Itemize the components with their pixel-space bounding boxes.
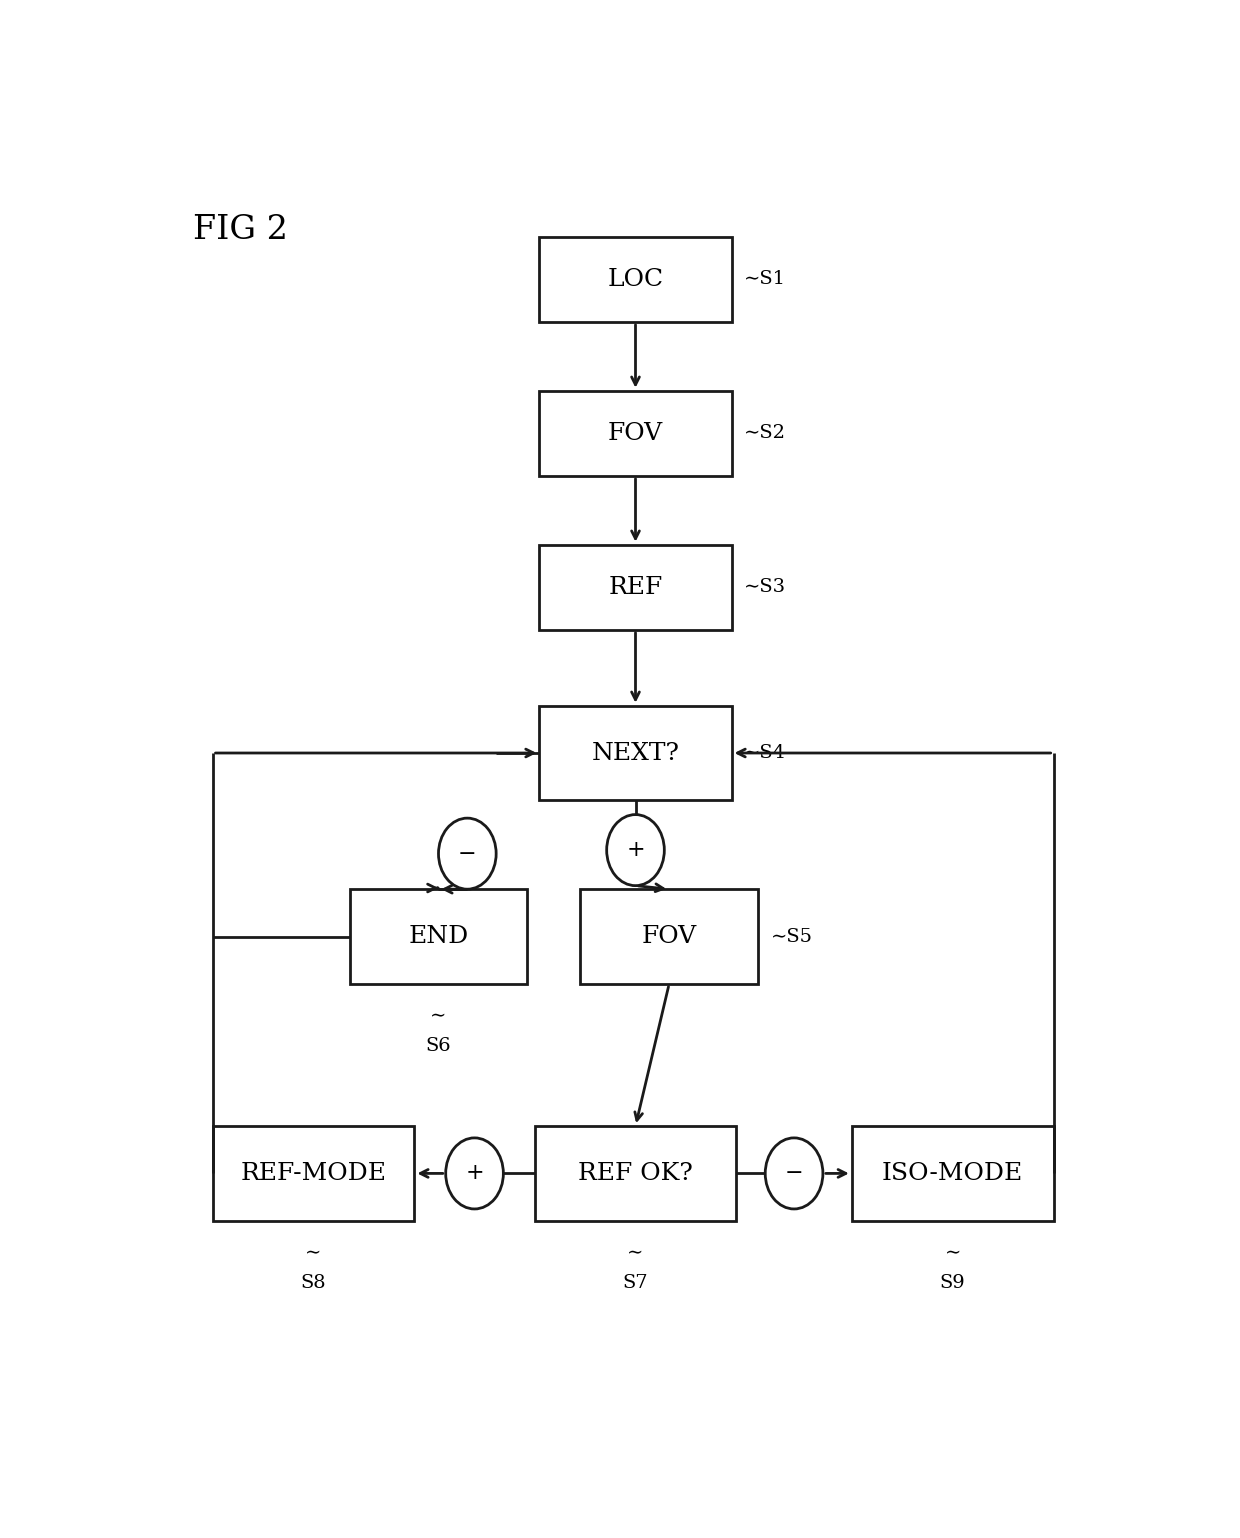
Bar xyxy=(539,706,732,800)
Bar xyxy=(580,889,758,984)
Text: REF OK?: REF OK? xyxy=(578,1161,693,1184)
Text: ∼S2: ∼S2 xyxy=(744,424,786,443)
Text: REF-MODE: REF-MODE xyxy=(241,1161,387,1184)
Bar xyxy=(539,391,732,475)
Text: FOV: FOV xyxy=(608,421,663,444)
Text: ∼: ∼ xyxy=(945,1244,961,1263)
Bar xyxy=(213,1126,414,1221)
Text: ∼S1: ∼S1 xyxy=(744,271,786,288)
Text: ∼: ∼ xyxy=(627,1244,644,1263)
Circle shape xyxy=(765,1138,823,1209)
Text: −: − xyxy=(458,843,476,864)
Text: S7: S7 xyxy=(622,1273,649,1292)
Circle shape xyxy=(606,815,665,886)
Text: ∼: ∼ xyxy=(430,1007,446,1026)
Bar xyxy=(534,1126,737,1221)
Text: ISO-MODE: ISO-MODE xyxy=(882,1161,1023,1184)
Text: S9: S9 xyxy=(940,1273,966,1292)
Text: +: + xyxy=(626,840,645,861)
Circle shape xyxy=(439,818,496,889)
Bar xyxy=(350,889,527,984)
Text: −: − xyxy=(785,1163,804,1184)
Bar xyxy=(539,544,732,631)
Text: LOC: LOC xyxy=(608,268,663,291)
Text: S8: S8 xyxy=(301,1273,326,1292)
Text: +: + xyxy=(465,1163,484,1184)
Text: S6: S6 xyxy=(425,1037,451,1055)
Text: END: END xyxy=(408,924,469,947)
Text: ∼S5: ∼S5 xyxy=(770,927,812,946)
Text: FOV: FOV xyxy=(641,924,697,947)
Bar xyxy=(852,1126,1054,1221)
Text: REF: REF xyxy=(609,575,662,598)
Circle shape xyxy=(445,1138,503,1209)
Text: ∼S3: ∼S3 xyxy=(744,578,786,597)
Bar xyxy=(539,237,732,321)
Text: ∼S4: ∼S4 xyxy=(744,744,786,761)
Text: ∼: ∼ xyxy=(305,1244,321,1263)
Text: FIG 2: FIG 2 xyxy=(193,214,289,246)
Text: NEXT?: NEXT? xyxy=(591,741,680,764)
